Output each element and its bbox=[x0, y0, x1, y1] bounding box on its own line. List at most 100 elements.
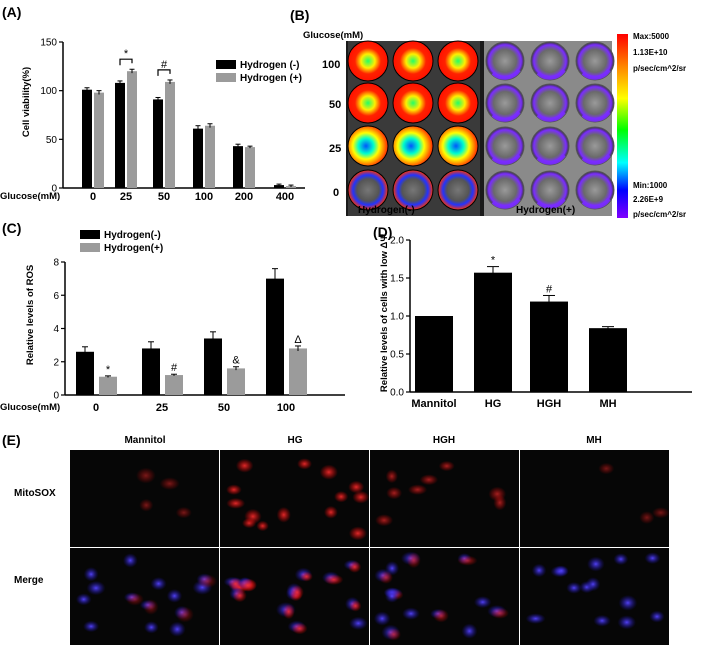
well bbox=[347, 82, 389, 124]
mitosox-signal bbox=[300, 571, 313, 582]
y-tick-label: 1.0 bbox=[390, 312, 404, 323]
bar bbox=[266, 278, 284, 395]
mitosox-signal bbox=[438, 460, 455, 472]
panel-b-row-label: 0 bbox=[333, 187, 339, 199]
nucleus bbox=[144, 621, 159, 634]
legend-swatch bbox=[80, 230, 100, 239]
well bbox=[575, 83, 615, 123]
well bbox=[530, 83, 570, 123]
bar bbox=[165, 81, 175, 188]
panel-b-scale-max: Max:5000 bbox=[633, 32, 670, 41]
y-tick-label: 0 bbox=[53, 391, 59, 402]
panel-b-wells bbox=[347, 40, 615, 216]
mitosox-signal bbox=[375, 514, 394, 527]
mitosox-signal bbox=[385, 469, 398, 484]
nucleus bbox=[150, 577, 167, 591]
panel-b-letter: (B) bbox=[290, 7, 309, 23]
mitosox-signal bbox=[348, 480, 365, 494]
x-tick-label: 100 bbox=[277, 402, 295, 414]
panel-c-y-axis-title: Relative levels of ROS bbox=[25, 265, 36, 365]
well bbox=[485, 41, 525, 81]
panel-e-column-label: Mannitol bbox=[124, 435, 165, 446]
well bbox=[575, 126, 615, 166]
well bbox=[392, 82, 434, 124]
panel-b-scale-max-value: 1.13E+10 bbox=[633, 48, 668, 57]
bar bbox=[153, 99, 163, 188]
bar bbox=[205, 125, 215, 188]
well bbox=[437, 169, 479, 211]
well bbox=[392, 125, 434, 167]
panel-b-group-label: Hydrogen(-) bbox=[358, 205, 415, 216]
well bbox=[485, 126, 525, 166]
mitosox-signal bbox=[348, 526, 367, 541]
mitosox-signal bbox=[276, 506, 291, 523]
legend-label: Hydrogen(-) bbox=[104, 230, 161, 241]
significance-marker: # bbox=[171, 362, 178, 374]
x-tick-label: HGH bbox=[537, 398, 562, 410]
significance-marker: # bbox=[161, 59, 168, 71]
x-tick-label: 200 bbox=[235, 191, 253, 203]
mitosox-signal bbox=[378, 571, 394, 584]
bar bbox=[530, 301, 568, 392]
well bbox=[347, 125, 389, 167]
mitosox-signal bbox=[125, 592, 144, 606]
y-tick-label: 2 bbox=[53, 357, 59, 368]
x-tick-label: 400 bbox=[276, 191, 294, 203]
legend-label: Hydrogen (-) bbox=[240, 60, 299, 71]
nucleus bbox=[553, 565, 569, 577]
nucleus bbox=[617, 615, 637, 630]
x-tick-label: 25 bbox=[120, 191, 132, 203]
mitosox-signal bbox=[197, 574, 218, 589]
panel-d: (D) Relative levels of cells with low ΔΨ… bbox=[373, 224, 692, 410]
bar bbox=[115, 82, 125, 188]
nucleus bbox=[585, 577, 601, 592]
bar bbox=[193, 128, 203, 188]
panel-a-bars: 0 25 50 100 200 400 * # bbox=[82, 48, 296, 203]
mitosox-signal bbox=[176, 606, 194, 623]
panel-c: (C) Relative levels of ROS 0 2 4 6 8 * 0 #25 & 5… bbox=[0, 220, 345, 414]
panel-e-row-label: MitoSOX bbox=[14, 488, 56, 499]
significance-marker: * bbox=[124, 48, 129, 60]
significance-marker: # bbox=[546, 283, 553, 295]
x-tick-label: 100 bbox=[195, 191, 213, 203]
well-signal bbox=[491, 68, 521, 80]
mitosox-signal bbox=[290, 585, 304, 600]
mitosox-signal bbox=[291, 622, 308, 635]
well-signal bbox=[491, 110, 521, 122]
microscopy-tile bbox=[520, 450, 669, 547]
mitosox-signal bbox=[386, 628, 401, 641]
bar bbox=[415, 316, 453, 392]
panel-c-legend: Hydrogen(-) Hydrogen(+) bbox=[80, 230, 163, 254]
mitosox-signal bbox=[256, 520, 269, 532]
mitosox-signal bbox=[419, 474, 439, 486]
panel-b-row-label: 50 bbox=[329, 99, 341, 111]
bar bbox=[165, 375, 183, 395]
mitosox-signal bbox=[488, 486, 507, 502]
mitosox-signal bbox=[226, 484, 242, 495]
mitosox-signal bbox=[490, 607, 510, 619]
x-tick-label: 50 bbox=[218, 402, 230, 414]
mitosox-signal bbox=[232, 589, 247, 603]
panel-a-legend: Hydrogen (-) Hydrogen (+) bbox=[216, 60, 302, 84]
x-tick-label: 0 bbox=[93, 402, 99, 414]
panel-c-letter: (C) bbox=[2, 220, 21, 236]
well bbox=[392, 169, 434, 211]
well bbox=[575, 170, 615, 210]
mitosox-signal bbox=[324, 574, 344, 585]
significance-marker: Δ bbox=[294, 334, 302, 346]
y-tick-label: 1.5 bbox=[390, 274, 404, 285]
legend-swatch bbox=[216, 73, 236, 82]
y-tick-label: 2.0 bbox=[390, 236, 404, 247]
nucleus bbox=[373, 611, 391, 626]
legend-swatch bbox=[216, 60, 236, 69]
well-signal bbox=[536, 153, 566, 165]
mitosox-signal bbox=[143, 599, 159, 615]
panel-d-axes: 0.0 0.5 1.0 1.5 2.0 bbox=[390, 236, 692, 399]
nucleus bbox=[613, 553, 629, 566]
mitosox-signal bbox=[348, 560, 362, 573]
bar bbox=[233, 146, 243, 188]
mitosox-signal bbox=[639, 511, 655, 524]
bar bbox=[227, 368, 245, 395]
well bbox=[530, 170, 570, 210]
panel-c-x-axis-title: Glucose(mM) bbox=[0, 402, 60, 413]
